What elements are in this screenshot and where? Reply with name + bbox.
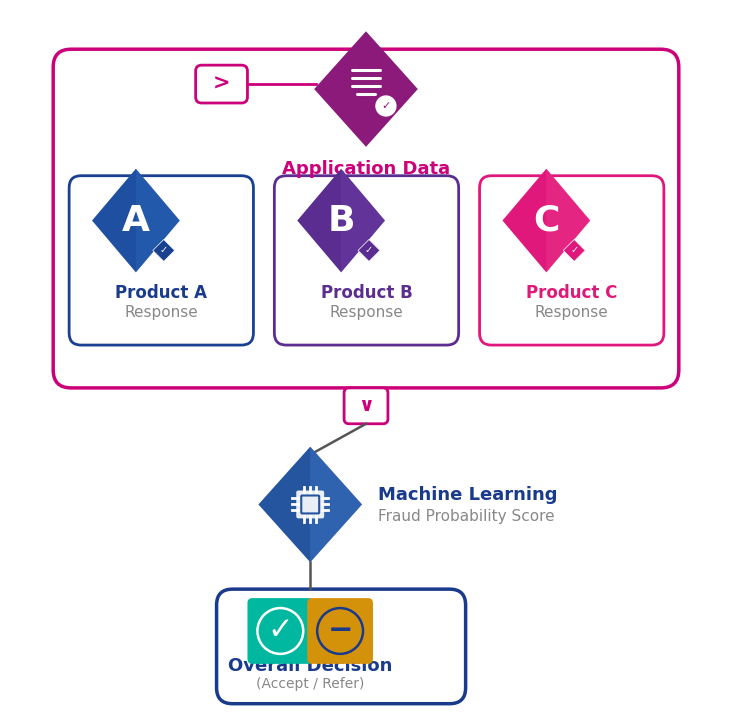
Polygon shape <box>546 169 590 272</box>
Polygon shape <box>503 169 590 272</box>
Text: Product A: Product A <box>115 284 207 302</box>
FancyBboxPatch shape <box>248 598 313 664</box>
Text: A: A <box>122 204 150 237</box>
FancyBboxPatch shape <box>296 491 324 518</box>
Text: (Accept / Refer): (Accept / Refer) <box>256 677 364 691</box>
Polygon shape <box>314 31 418 147</box>
Text: Product C: Product C <box>526 284 617 302</box>
Text: Application Data: Application Data <box>282 159 450 178</box>
Polygon shape <box>358 240 380 261</box>
Text: Machine Learning: Machine Learning <box>378 486 558 504</box>
Text: ✓: ✓ <box>365 245 373 256</box>
FancyBboxPatch shape <box>307 598 373 664</box>
Text: Overall Decision: Overall Decision <box>228 657 392 675</box>
Polygon shape <box>298 169 385 272</box>
Text: Response: Response <box>330 305 403 320</box>
Polygon shape <box>341 169 385 272</box>
Text: ✓: ✓ <box>381 101 391 111</box>
Text: ✓: ✓ <box>160 245 168 256</box>
Text: Response: Response <box>535 305 608 320</box>
FancyBboxPatch shape <box>274 175 459 345</box>
FancyBboxPatch shape <box>216 589 465 704</box>
Text: ∨: ∨ <box>358 396 374 416</box>
FancyBboxPatch shape <box>479 175 664 345</box>
FancyBboxPatch shape <box>54 50 679 388</box>
Text: ✓: ✓ <box>268 617 293 646</box>
FancyBboxPatch shape <box>196 65 248 103</box>
Polygon shape <box>563 240 585 261</box>
Polygon shape <box>259 447 362 562</box>
Text: B: B <box>328 204 355 237</box>
Text: C: C <box>533 204 559 237</box>
Circle shape <box>376 96 396 116</box>
Text: Fraud Probability Score: Fraud Probability Score <box>378 509 555 524</box>
Text: −: − <box>328 617 353 646</box>
FancyBboxPatch shape <box>344 388 388 424</box>
Text: ✓: ✓ <box>570 245 578 256</box>
Polygon shape <box>310 447 362 562</box>
Polygon shape <box>92 169 180 272</box>
Polygon shape <box>152 240 174 261</box>
Text: >: > <box>213 74 230 94</box>
FancyBboxPatch shape <box>69 175 254 345</box>
Text: Response: Response <box>125 305 198 320</box>
Polygon shape <box>136 169 180 272</box>
Text: Product B: Product B <box>320 284 413 302</box>
